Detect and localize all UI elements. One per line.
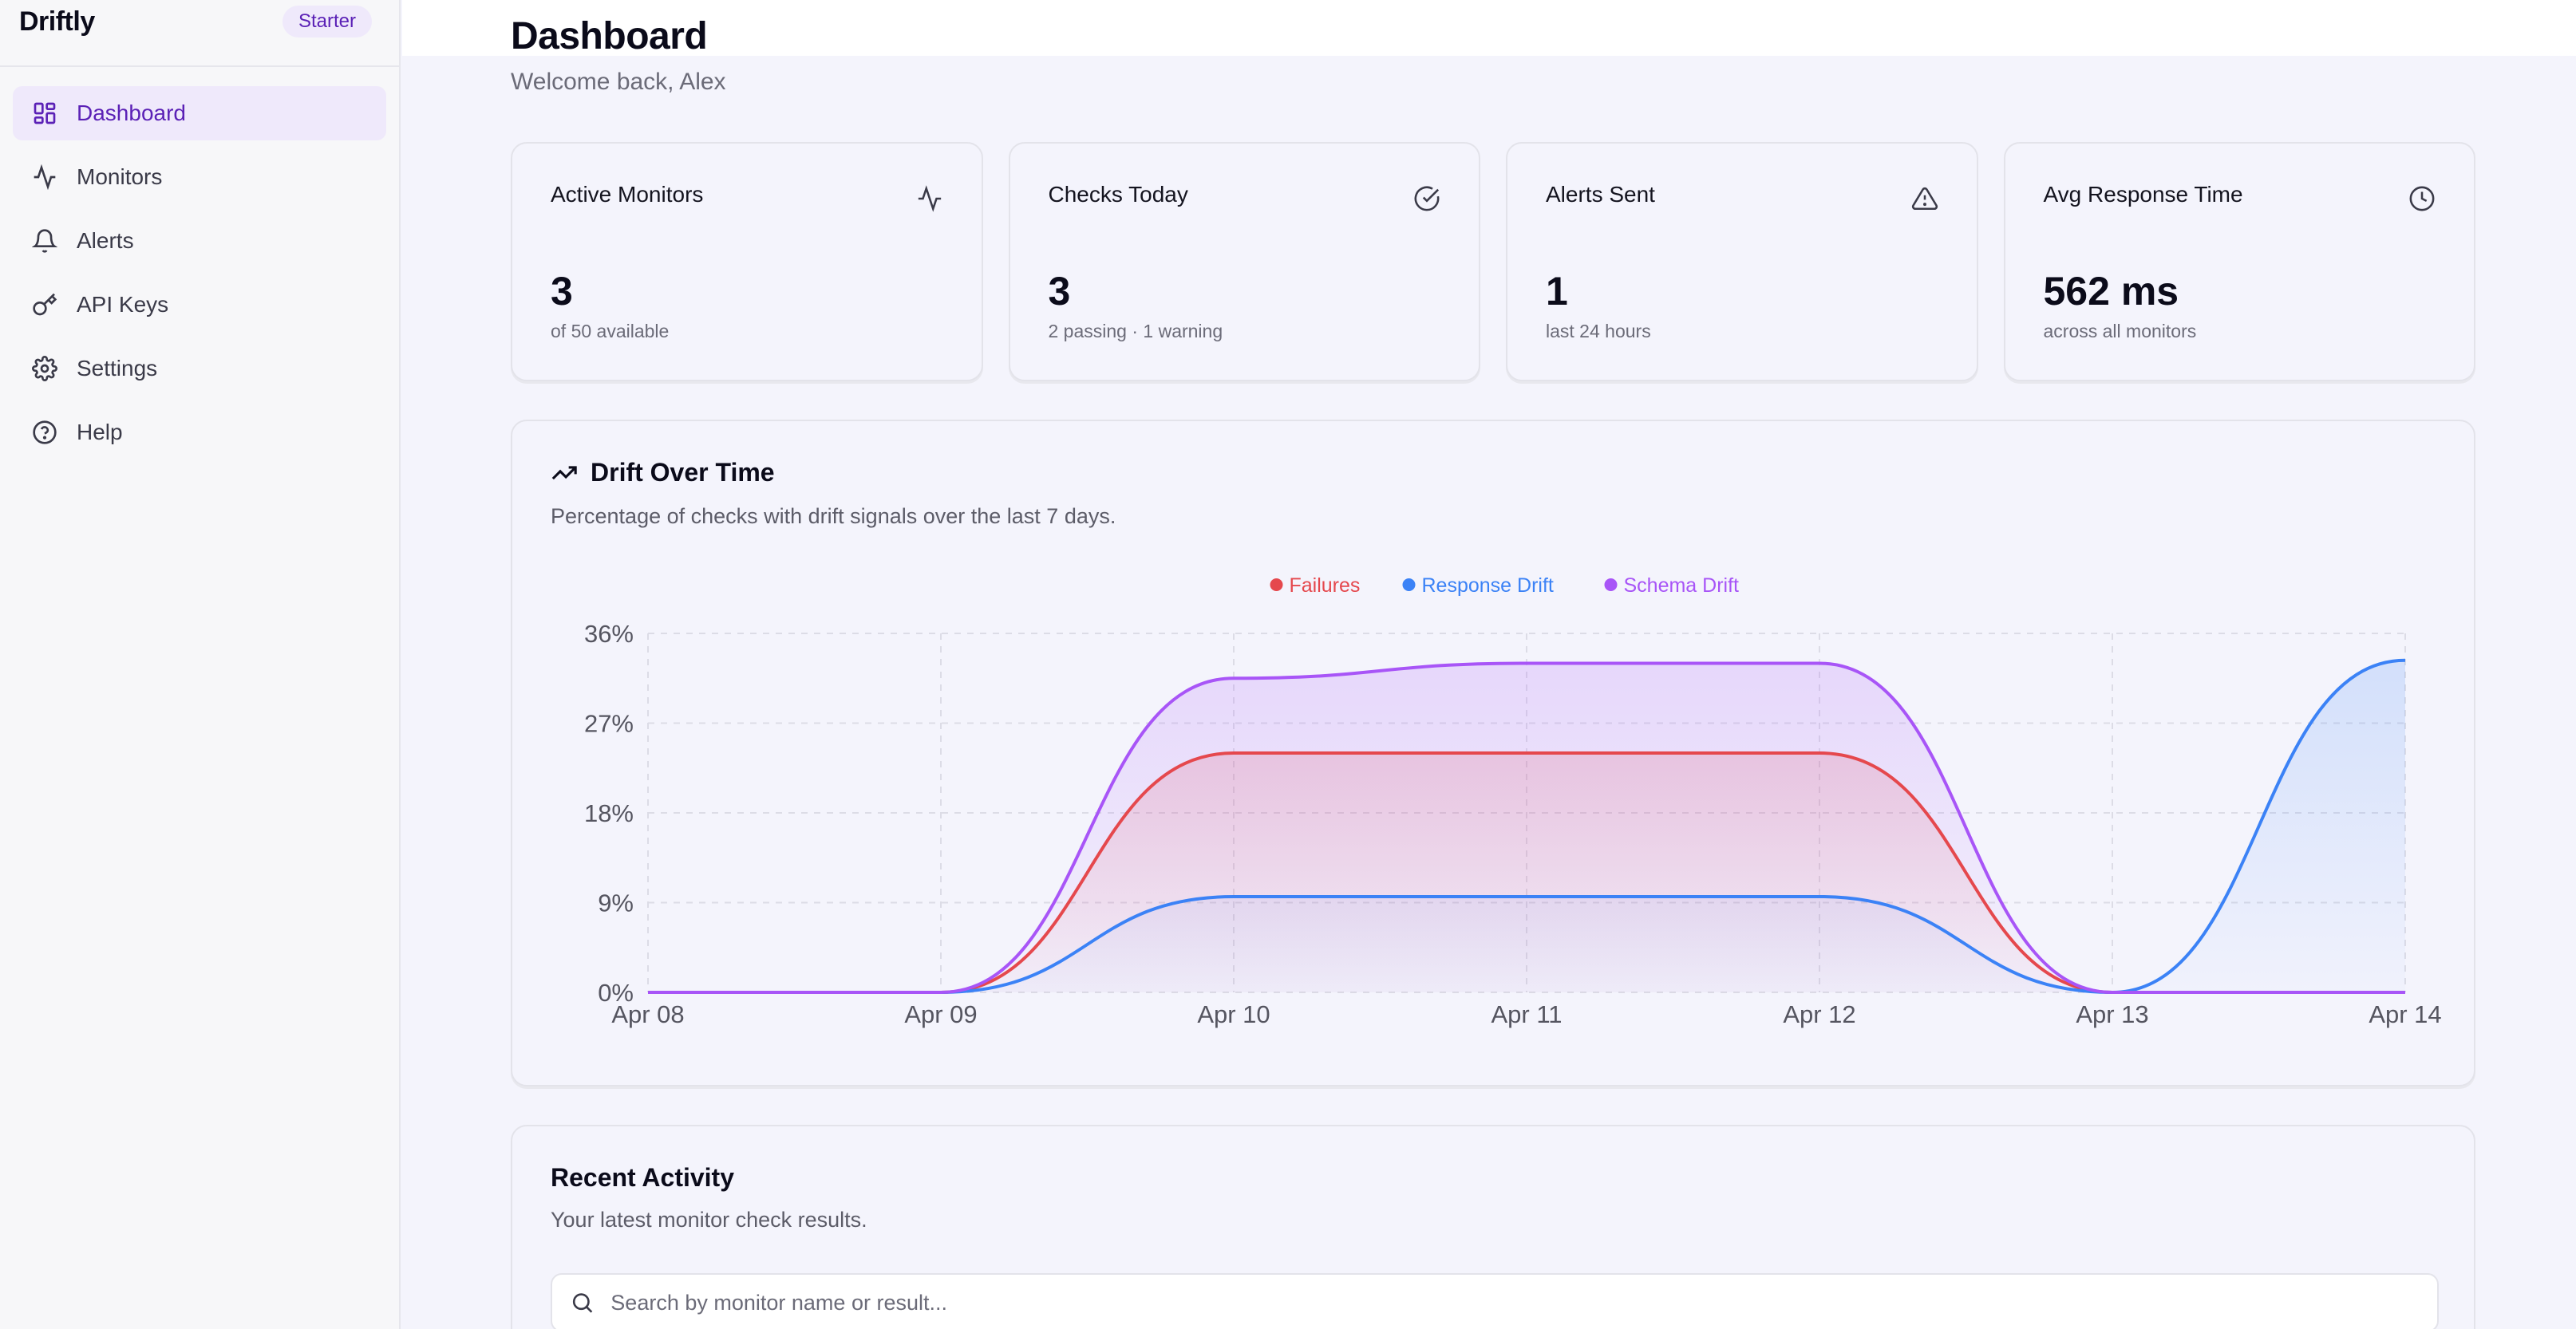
- key-icon: [33, 293, 57, 316]
- plan-badge: Starter: [282, 6, 372, 37]
- stat-card-alerts-sent: Alerts Sent 1 last 24 hours: [1506, 142, 1978, 381]
- sidebar-item-label: Alerts: [77, 228, 134, 253]
- sidebar-item-label: Dashboard: [77, 101, 186, 125]
- stats-cards: Active Monitors 3 of 50 available Checks…: [511, 142, 2475, 381]
- stat-card-active-monitors: Active Monitors 3 of 50 available: [511, 142, 983, 381]
- drift-chart-card: Drift Over Time Percentage of checks wit…: [511, 420, 2475, 1086]
- legend-label: Response Drift: [1422, 574, 1554, 597]
- activity-subtitle: Your latest monitor check results.: [551, 1208, 867, 1232]
- trending-up-icon: [551, 465, 577, 479]
- series-line-response-drift: [648, 658, 2406, 995]
- x-tick-label: Apr 08: [611, 1000, 684, 1028]
- dashboard-icon: [34, 102, 56, 124]
- sidebar-item-alerts[interactable]: Alerts: [13, 214, 386, 268]
- y-tick-label: 36%: [584, 620, 634, 648]
- chart-subtitle: Percentage of checks with drift signals …: [551, 504, 1116, 528]
- stat-card-checks-today: Checks Today 3 2 passing · 1 warning: [1008, 142, 1480, 381]
- gear-icon: [32, 356, 57, 381]
- chart-title: Drift Over Time: [551, 458, 775, 487]
- help-icon: [33, 420, 57, 444]
- stat-value: 1: [1546, 269, 1568, 314]
- sidebar-item-label: Monitors: [77, 164, 163, 189]
- legend-label: Schema Drift: [1624, 574, 1740, 597]
- drift-chart: 0% 9% 18% 27% 36% Apr 08 Apr 09 Apr 10 Apr 11 Apr…: [584, 574, 2442, 1028]
- page-subtitle: Welcome back, Alex: [511, 69, 726, 95]
- stat-label: Alerts Sent: [1546, 182, 1655, 207]
- x-tick-label: Apr 12: [1783, 1000, 1855, 1028]
- legend-label: Failures: [1290, 574, 1361, 597]
- sidebar-item-dashboard[interactable]: Dashboard: [13, 86, 386, 140]
- search-input[interactable]: [610, 1290, 2420, 1315]
- legend-dot: [1604, 578, 1618, 591]
- brand-logo[interactable]: Driftly: [19, 6, 95, 37]
- series-line-schema-drift: [648, 661, 2405, 994]
- sidebar: Driftly Starter Dashboard Monitors Alert…: [0, 0, 401, 1329]
- stat-value: 3: [1048, 269, 1071, 314]
- chart-title-text: Drift Over Time: [591, 458, 775, 487]
- stat-label: Checks Today: [1048, 182, 1188, 207]
- stat-card-avg-response: Avg Response Time 562 ms across all moni…: [2003, 142, 2475, 381]
- y-tick-label: 0%: [598, 979, 634, 1007]
- brand-row: Driftly Starter: [0, 0, 399, 67]
- search-icon: [572, 1293, 593, 1313]
- sidebar-item-label: Help: [77, 420, 123, 444]
- stat-label: Active Monitors: [551, 182, 704, 207]
- sidebar-item-help[interactable]: Help: [13, 405, 386, 459]
- y-tick-label: 9%: [598, 889, 634, 917]
- activity-icon: [34, 164, 56, 190]
- x-tick-label: Apr 13: [2076, 1000, 2148, 1028]
- sidebar-item-label: API Keys: [77, 292, 169, 317]
- stat-sub: across all monitors: [2043, 321, 2197, 341]
- x-tick-label: Apr 10: [1197, 1000, 1270, 1028]
- legend-dot: [1402, 578, 1416, 591]
- stat-sub: last 24 hours: [1546, 321, 1651, 341]
- stat-label: Avg Response Time: [2043, 182, 2243, 207]
- y-tick-label: 18%: [584, 799, 634, 827]
- sidebar-item-label: Settings: [77, 356, 158, 381]
- recent-activity-card: Recent Activity Your latest monitor chec…: [511, 1125, 2475, 1329]
- x-tick-label: Apr 11: [1491, 1000, 1562, 1028]
- legend-dot: [1270, 578, 1283, 591]
- page-title: Dashboard: [511, 15, 708, 57]
- stat-sub: of 50 available: [551, 321, 670, 341]
- stat-value: 3: [551, 269, 573, 314]
- check-circle-icon: [1414, 186, 1440, 211]
- activity-search[interactable]: [551, 1273, 2439, 1329]
- clock-icon: [2409, 186, 2435, 211]
- activity-title: Recent Activity: [551, 1163, 734, 1192]
- activity-icon: [918, 185, 941, 212]
- y-tick-label: 27%: [584, 710, 634, 738]
- x-tick-label: Apr 14: [2369, 1000, 2441, 1028]
- sidebar-item-monitors[interactable]: Monitors: [13, 150, 386, 204]
- sidebar-nav: Dashboard Monitors Alerts API Keys Setti…: [0, 67, 399, 488]
- bell-icon: [32, 229, 57, 253]
- top-strip: [402, 0, 2576, 56]
- stat-value: 562 ms: [2043, 269, 2179, 314]
- stat-sub: 2 passing · 1 warning: [1048, 321, 1223, 341]
- series-area-schema-drift: [648, 663, 2405, 992]
- sidebar-item-settings[interactable]: Settings: [13, 341, 386, 396]
- sidebar-item-api-keys[interactable]: API Keys: [13, 278, 386, 332]
- warning-icon: [1911, 187, 1938, 211]
- x-tick-label: Apr 09: [904, 1000, 977, 1028]
